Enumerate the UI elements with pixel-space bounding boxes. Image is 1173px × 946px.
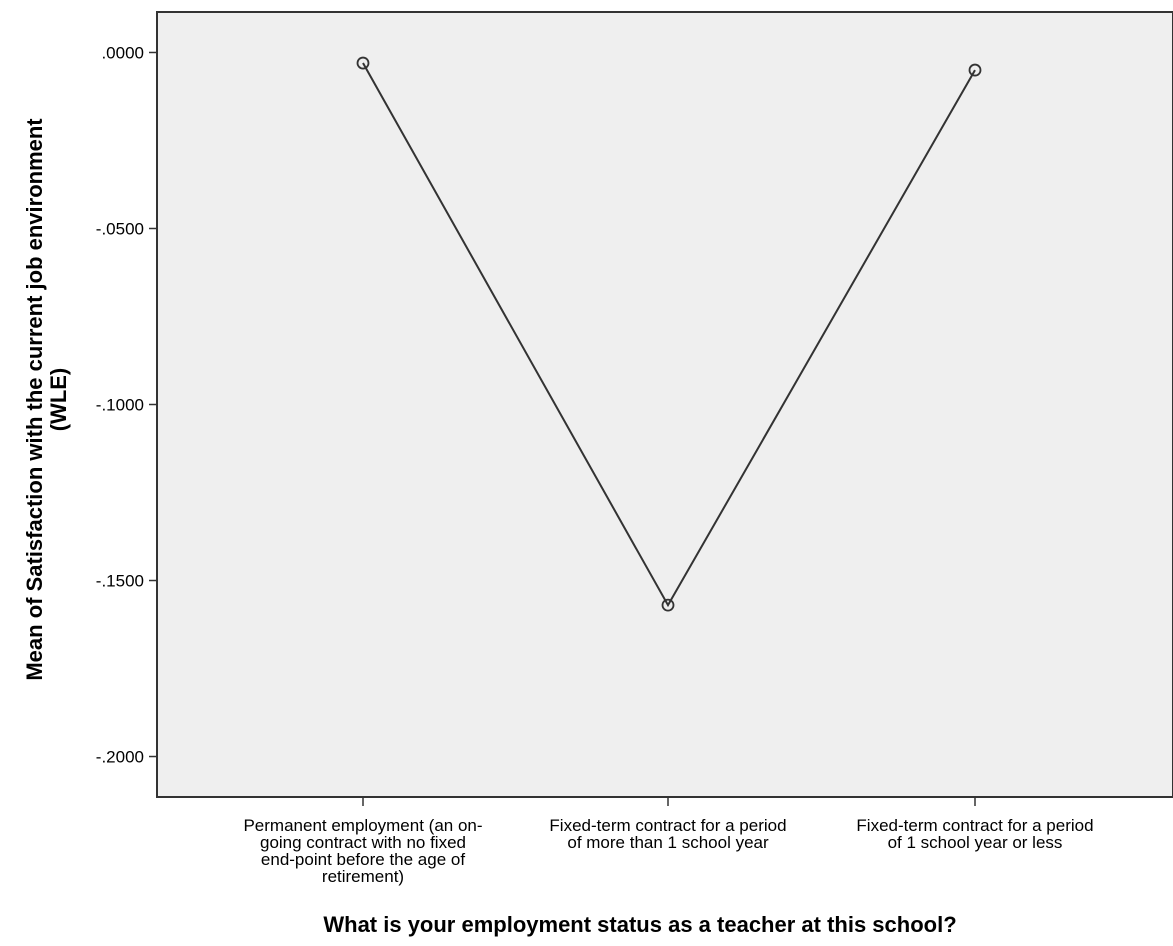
x-axis: Permanent employment (an on-going contra… <box>243 797 1094 886</box>
y-tick-label: -.2000 <box>96 748 144 767</box>
series-line <box>356 56 982 612</box>
y-tick-label: -.1000 <box>96 396 144 415</box>
y-axis-title: Mean of Satisfaction with the current jo… <box>22 118 71 681</box>
plot-area <box>156 11 1173 798</box>
data-point <box>968 63 982 77</box>
y-tick-label: -.0500 <box>96 219 144 238</box>
data-point <box>356 56 370 70</box>
x-tick-label: Fixed-term contract for a period of more … <box>549 816 786 852</box>
series-polyline <box>362 62 976 608</box>
x-axis-title: What is your employment status as a teac… <box>323 912 956 937</box>
y-axis: .0000 -.0500 -.1000 -.1500 -.2000 <box>96 43 157 767</box>
y-axis-title-line: (WLE) <box>46 368 71 432</box>
x-tick-label: Permanent employment (an on-going contra… <box>243 816 482 886</box>
y-tick-label: .0000 <box>101 43 144 62</box>
data-point <box>661 598 675 612</box>
x-tick-label: Fixed-term contract for a period of 1 sch… <box>856 816 1093 852</box>
y-tick-label: -.1500 <box>96 572 144 591</box>
y-axis-title-line: Mean of Satisfaction with the current jo… <box>22 118 47 681</box>
